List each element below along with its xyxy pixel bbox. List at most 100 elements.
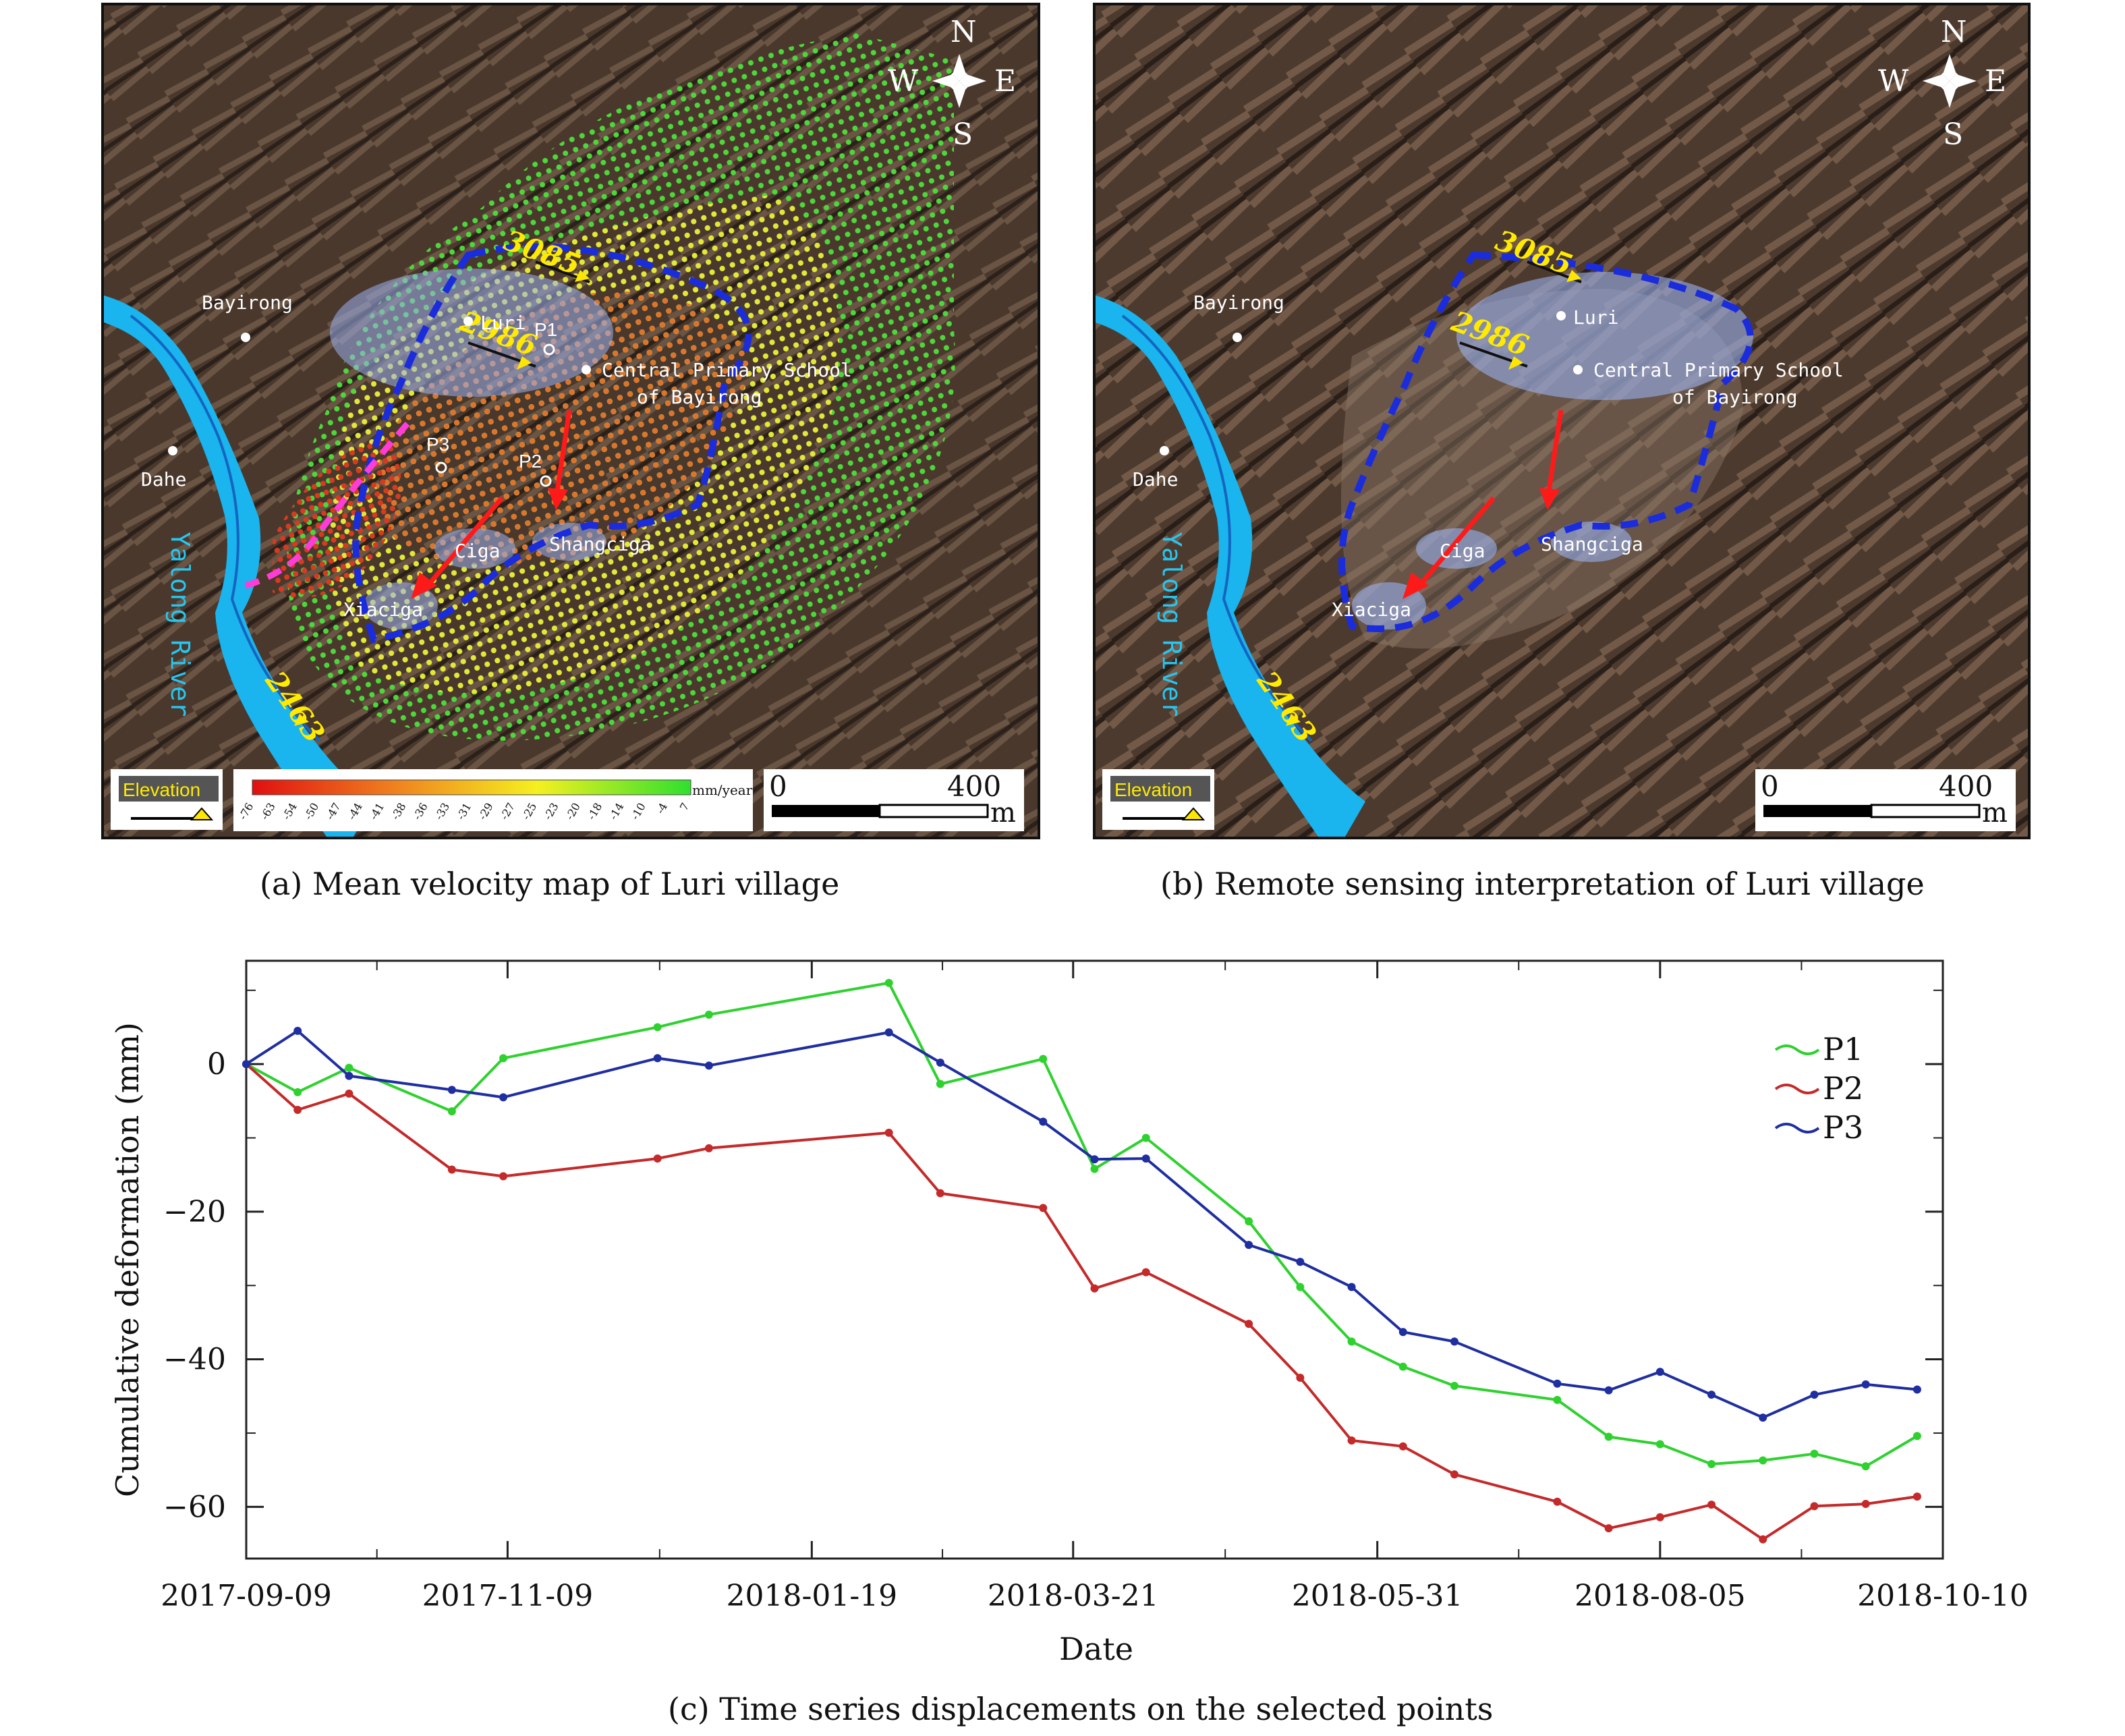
data-point-p1	[1398, 1362, 1407, 1371]
data-point-p1	[293, 1088, 302, 1096]
p3-label: P3	[426, 434, 449, 455]
x-tick-label: 2018-01-19	[726, 1579, 897, 1613]
data-point-p3	[704, 1061, 713, 1070]
data-point-p3	[1141, 1154, 1150, 1163]
x-tick-label: 2018-03-21	[988, 1579, 1159, 1613]
legend-swatch-p2	[1774, 1084, 1820, 1094]
landslide-boundary	[352, 243, 752, 644]
data-point-p3	[884, 1028, 893, 1037]
data-point-p2	[1707, 1501, 1716, 1509]
data-point-p3	[1450, 1337, 1458, 1346]
data-point-p1	[1245, 1217, 1253, 1226]
luri-marker	[1556, 311, 1566, 320]
data-point-p1	[1655, 1440, 1664, 1449]
data-point-p3	[1553, 1379, 1562, 1388]
plot-area	[245, 959, 1944, 1560]
data-point-p3	[1347, 1283, 1356, 1291]
svg-text:mm/year: mm/year	[692, 782, 753, 798]
data-point-p1	[1347, 1337, 1356, 1346]
caption-a: (a) Mean velocity map of Luri village	[260, 866, 840, 902]
river-flow-line	[1121, 314, 1313, 742]
river-flow-line	[130, 314, 321, 742]
data-point-p3	[1913, 1385, 1921, 1394]
elevation-legend: Elevation	[1102, 769, 1214, 830]
data-point-p3	[1039, 1117, 1048, 1126]
data-point-p1	[1707, 1459, 1716, 1468]
shangciga-zone	[532, 523, 606, 561]
school-marker	[582, 365, 591, 374]
svg-text:N: N	[1941, 15, 1967, 49]
data-point-p3	[1245, 1241, 1253, 1250]
ciga-zone	[434, 528, 515, 569]
luri-label: Luri	[480, 312, 526, 334]
svg-text:W: W	[1878, 64, 1909, 99]
luri-marker	[463, 316, 473, 326]
data-point-p2	[1090, 1284, 1099, 1293]
data-point-p3	[499, 1093, 508, 1102]
data-point-p2	[936, 1189, 944, 1198]
data-point-p3	[936, 1058, 944, 1067]
dahe-label: Dahe	[1133, 468, 1178, 491]
data-point-p2	[345, 1089, 353, 1098]
legend-label-p3: P3	[1823, 1109, 1863, 1146]
svg-text:N: N	[951, 15, 977, 49]
data-point-p2	[293, 1105, 302, 1114]
scale-bar: 0 400 m	[764, 769, 1024, 831]
series-layer	[242, 978, 1921, 1544]
data-point-p1	[884, 978, 893, 987]
data-point-p1	[1604, 1432, 1613, 1441]
data-point-p2	[1398, 1442, 1407, 1451]
y-tick-label: −40	[163, 1343, 226, 1377]
data-point-p3	[1296, 1258, 1305, 1266]
data-point-p2	[1296, 1374, 1305, 1382]
data-point-p2	[1913, 1492, 1921, 1501]
svg-text:Elevation: Elevation	[1114, 779, 1192, 800]
data-point-p2	[1553, 1497, 1562, 1506]
caption-b: (b) Remote sensing interpretation of Lur…	[1160, 866, 1925, 902]
bayirong-marker	[1232, 333, 1242, 342]
school-label-line2: of Bayirong	[1672, 386, 1797, 408]
school-label-line2: of Bayirong	[637, 386, 762, 408]
y-tick-label: −20	[163, 1195, 226, 1229]
xiaciga-label: Xiaciga	[343, 598, 423, 621]
data-point-p3	[1707, 1391, 1716, 1399]
data-point-p2	[1604, 1524, 1613, 1533]
remote-sensing-map: 3085 2986 2463 Bayirong Dahe Luri Centra…	[1096, 5, 2028, 837]
data-point-p3	[1655, 1368, 1664, 1376]
svg-text:S: S	[953, 117, 973, 152]
remote-sensing-panel: 3085 2986 2463 Bayirong Dahe Luri Centra…	[1093, 3, 2031, 839]
elevation-legend: Elevation	[111, 769, 223, 830]
data-point-p1	[653, 1023, 662, 1032]
data-point-p2	[1655, 1513, 1664, 1521]
ciga-label: Ciga	[1440, 540, 1485, 562]
bayirong-label: Bayirong	[202, 291, 293, 314]
data-point-p1	[1039, 1055, 1048, 1063]
data-point-p3	[1759, 1413, 1767, 1422]
x-tick-label: 2018-08-05	[1575, 1579, 1746, 1613]
data-point-p1	[1090, 1165, 1099, 1173]
bayirong-marker	[241, 333, 250, 342]
data-point-p1	[704, 1010, 713, 1019]
velocity-map-panel: 3085 2986 2463 Bayirong Dahe Luri Centra…	[101, 3, 1040, 839]
school-label-line1: Central Primary School	[1593, 359, 1844, 381]
svg-text:Elevation: Elevation	[123, 779, 200, 800]
school-label-line1: Central Primary School	[602, 359, 852, 381]
data-point-p1	[1450, 1382, 1458, 1391]
svg-text:m: m	[1982, 797, 2008, 829]
river-label: Yalong River	[1157, 532, 1187, 717]
p2-label: P2	[519, 451, 542, 472]
data-point-p2	[884, 1128, 893, 1137]
ciga-zone	[1416, 528, 1497, 569]
scale-bar: 0 400 m	[1755, 769, 2016, 831]
p3-marker	[435, 461, 447, 474]
data-point-p2	[447, 1165, 456, 1174]
svg-text:0: 0	[1761, 770, 1779, 803]
svg-text:400: 400	[1939, 770, 1993, 803]
luri-label: Luri	[1573, 306, 1618, 329]
luri-zone	[330, 269, 613, 397]
data-point-p3	[1090, 1155, 1099, 1164]
svg-text:W: W	[888, 64, 919, 99]
data-point-p1	[1141, 1133, 1150, 1142]
data-point-p1	[1553, 1395, 1562, 1404]
